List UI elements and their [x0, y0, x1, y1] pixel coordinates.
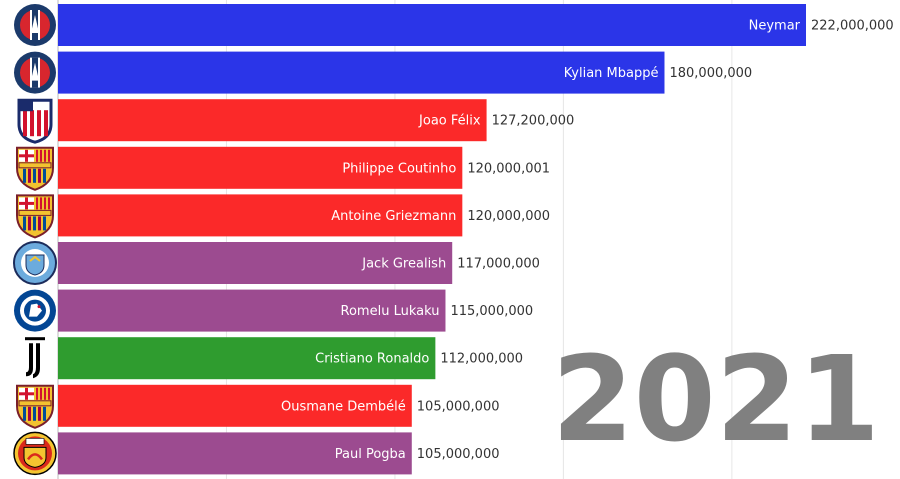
- bar-row: Romelu Lukaku 115,000,000: [14, 289, 533, 332]
- value-label: 115,000,000: [450, 304, 533, 319]
- psg-crest-icon: [14, 51, 56, 94]
- bar: [58, 51, 665, 94]
- value-label: 117,000,000: [457, 257, 540, 272]
- fc-barcelona-crest-icon: [16, 146, 54, 191]
- psg-crest-icon: [14, 4, 56, 46]
- value-label: 180,000,000: [669, 66, 752, 81]
- bar-row: Ousmane Dembélé 105,000,000: [16, 384, 500, 429]
- value-label: 120,000,000: [467, 209, 550, 224]
- bar: [58, 194, 463, 237]
- bar: [58, 242, 453, 284]
- bar-label: Ousmane Dembélé: [281, 399, 406, 414]
- bar-row: Jack Grealish 117,000,000: [13, 241, 540, 285]
- bar-label: Neymar: [749, 19, 801, 34]
- bar: [58, 4, 806, 46]
- value-label: 222,000,000: [811, 19, 894, 34]
- value-label: 120,000,001: [467, 161, 550, 176]
- bar: [58, 337, 436, 380]
- value-label: 112,000,000: [440, 352, 523, 367]
- fc-barcelona-crest-icon: [16, 384, 54, 429]
- bar: [58, 289, 446, 332]
- bar: [58, 384, 412, 427]
- bar-row: Neymar 222,000,000: [14, 4, 894, 46]
- year-label: 2021: [552, 330, 880, 468]
- bar-row: Paul Pogba 105,000,000: [13, 431, 500, 476]
- bar: [58, 99, 487, 142]
- manchester-united-crest-icon: [13, 431, 57, 476]
- bar-row: Cristiano Ronaldo 112,000,000: [25, 337, 523, 380]
- bar-label: Jack Grealish: [361, 257, 446, 272]
- bar-row: Philippe Coutinho 120,000,001: [16, 146, 550, 191]
- atletico-madrid-crest-icon: [17, 98, 53, 144]
- value-label: 127,200,000: [492, 114, 575, 129]
- juventus-crest-icon: [25, 337, 45, 379]
- fc-barcelona-crest-icon: [16, 194, 54, 239]
- bar-label: Kylian Mbappé: [564, 66, 659, 81]
- bar-row: Antoine Griezmann 120,000,000: [16, 194, 550, 239]
- bar-label: Romelu Lukaku: [341, 304, 440, 319]
- bar-label: Joao Félix: [418, 114, 481, 129]
- value-label: 105,000,000: [417, 399, 500, 414]
- bar-row: Joao Félix 127,200,000: [17, 98, 575, 144]
- bar-label: Philippe Coutinho: [342, 161, 456, 176]
- bars: Neymar 222,000,000 Kylian Mbappé 180,000,00…: [13, 4, 894, 476]
- bar: [58, 432, 412, 475]
- value-label: 105,000,000: [417, 447, 500, 462]
- bar-row: Kylian Mbappé 180,000,000: [14, 51, 752, 94]
- manchester-city-crest-icon: [13, 241, 57, 285]
- chelsea-crest-icon: [14, 289, 56, 332]
- bar-label: Paul Pogba: [335, 447, 406, 462]
- bar-label: Antoine Griezmann: [331, 209, 456, 224]
- bar-label: Cristiano Ronaldo: [315, 352, 429, 367]
- bar: [58, 146, 463, 189]
